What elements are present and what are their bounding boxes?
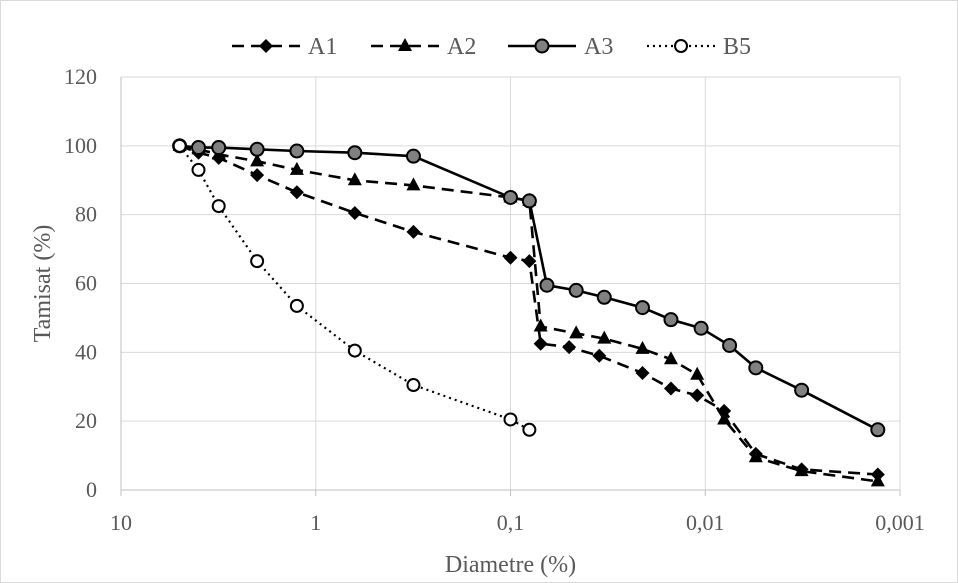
data-point [172,138,187,153]
data-point [250,153,265,167]
data-point [693,320,709,336]
x-tick-label: 0,01 [686,510,725,535]
legend: A1 A2 A3 B5 [232,34,751,60]
x-tick-label: 1 [310,510,321,535]
legend-marker [259,39,273,53]
data-point [635,340,650,354]
data-point [522,422,537,437]
legend-marker [534,38,550,54]
data-point [347,343,362,358]
x-axis-title: Diametre (%) [445,552,576,578]
data-point [592,348,607,363]
series-b5 [172,138,537,437]
data-point [190,140,206,156]
x-tick-label: 10 [110,510,132,535]
legend-item-a1: A1 [232,34,337,60]
data-point [794,382,810,398]
data-point [347,205,362,220]
data-point [406,378,421,393]
data-point [748,360,764,376]
data-point [533,336,548,351]
data-point [522,254,537,269]
data-point [635,365,650,380]
data-point [405,148,421,164]
data-point [211,140,227,156]
data-point [634,300,650,316]
data-point [249,141,265,157]
data-point [289,185,304,200]
gridlines [121,76,900,490]
data-point [406,177,421,191]
y-tick-label: 100 [64,133,97,158]
data-series [172,137,886,487]
y-tick-label: 60 [75,271,97,296]
data-point [503,412,518,427]
data-point [539,277,555,293]
data-point [211,199,226,214]
data-point [562,340,577,355]
y-tick-label: 40 [75,339,97,364]
data-point [250,168,265,183]
legend-marker [674,39,688,53]
data-point [870,473,885,487]
data-point [521,193,537,209]
data-point [663,381,678,396]
legend-label: A1 [308,34,337,60]
y-tick-label: 80 [75,202,97,227]
data-point [690,366,705,380]
data-point [406,224,421,239]
data-point [289,298,304,313]
data-point [503,189,518,205]
y-tick-label: 20 [75,408,97,433]
data-point [347,172,362,186]
data-point [596,289,612,305]
legend-item-a2: A2 [371,34,476,60]
legend-marker [398,38,412,51]
data-point [533,318,548,332]
data-point [569,325,584,339]
y-tick-label: 0 [86,477,97,502]
data-point [503,250,518,265]
data-point [794,463,809,477]
data-point [597,330,612,344]
data-point [663,351,678,365]
data-point [748,449,763,463]
legend-item-a3: A3 [508,34,613,60]
data-point [690,388,705,403]
y-tick-label: 120 [64,64,97,89]
data-point [663,312,679,328]
data-point [722,337,738,353]
data-point [289,161,304,175]
x-tick-label: 0,001 [875,510,925,535]
data-point [568,282,584,298]
tick-labels: 0 20 40 60 80 100 120 10 1 0,1 0,01 0,001 [64,64,925,535]
data-point [250,254,265,269]
data-point [717,411,732,425]
data-point [191,162,206,177]
x-tick-label: 0,1 [497,510,525,535]
axes [120,77,901,496]
data-point [347,145,363,161]
series-line [178,145,530,431]
data-point [289,143,305,159]
legend-label: A3 [584,34,613,60]
y-axis-title: Tamisat (%) [30,225,56,343]
legend-item-b5: B5 [647,34,751,60]
legend-label: B5 [723,34,751,60]
series-line [179,144,879,431]
data-point [870,422,886,438]
legend-label: A2 [447,34,476,60]
